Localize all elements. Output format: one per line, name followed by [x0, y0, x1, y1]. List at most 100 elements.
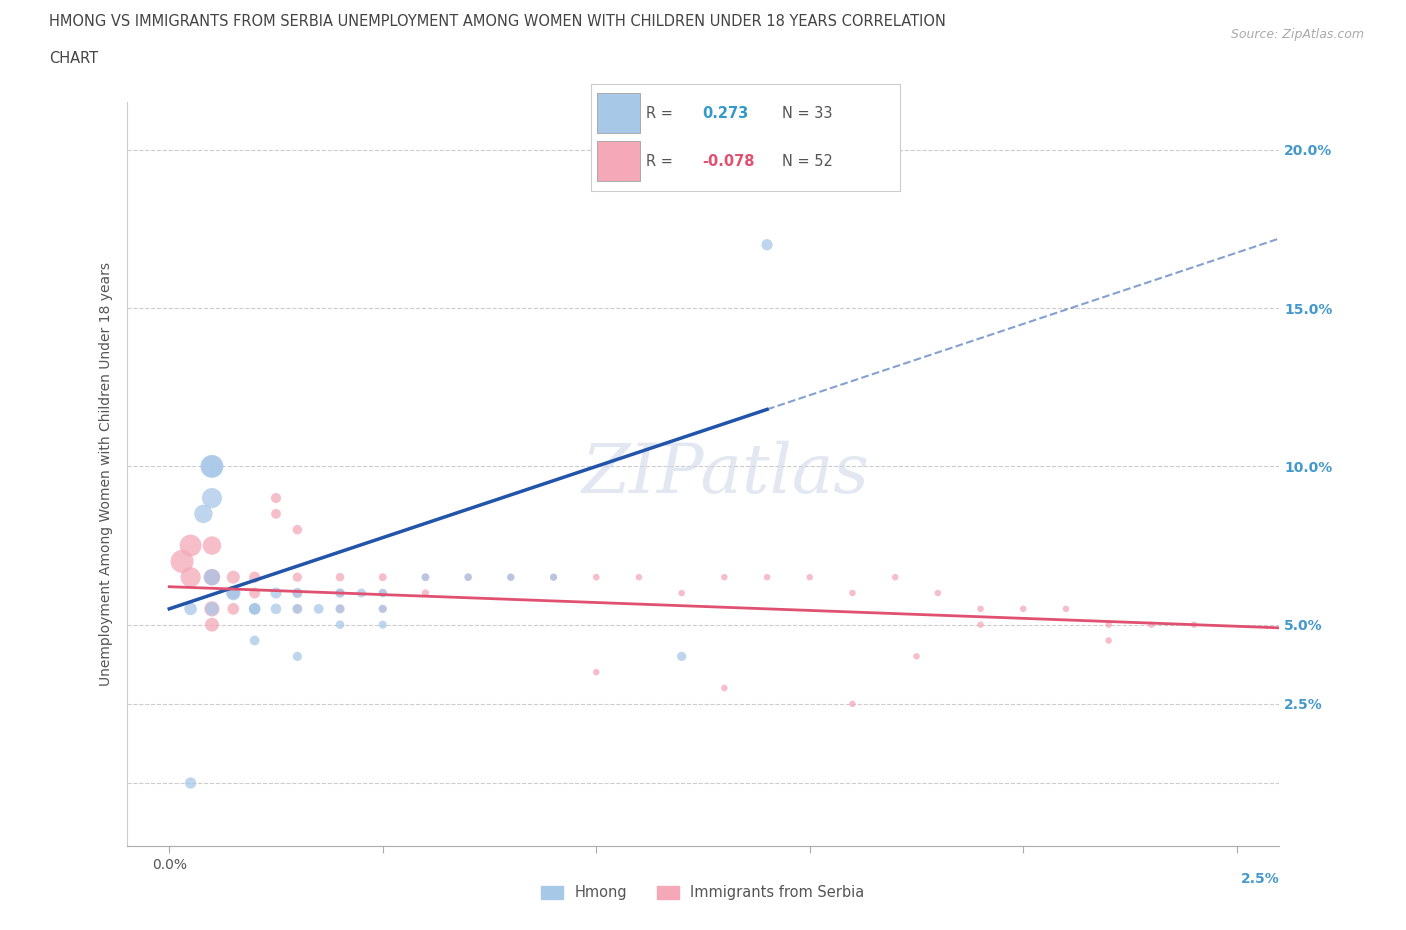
Point: [713, 570, 735, 585]
Point: [415, 570, 437, 585]
Point: [285, 523, 308, 538]
Point: [499, 570, 522, 585]
Point: [627, 570, 650, 585]
Point: [180, 776, 202, 790]
FancyBboxPatch shape: [596, 141, 640, 181]
Text: -0.078: -0.078: [702, 153, 755, 168]
Point: [201, 618, 224, 632]
Text: R =: R =: [647, 153, 678, 168]
Point: [371, 602, 394, 617]
Point: [180, 538, 202, 553]
Point: [905, 649, 928, 664]
Point: [243, 586, 266, 601]
Point: [201, 570, 224, 585]
Point: [243, 602, 266, 617]
Text: HMONG VS IMMIGRANTS FROM SERBIA UNEMPLOYMENT AMONG WOMEN WITH CHILDREN UNDER 18 : HMONG VS IMMIGRANTS FROM SERBIA UNEMPLOY…: [49, 14, 946, 29]
Point: [329, 618, 352, 632]
Point: [329, 602, 352, 617]
Point: [222, 602, 245, 617]
Point: [841, 697, 863, 711]
Text: ZIPatlas: ZIPatlas: [582, 441, 870, 508]
Point: [285, 602, 308, 617]
Point: [308, 602, 330, 617]
Point: [1140, 618, 1163, 632]
Point: [799, 570, 821, 585]
Text: R =: R =: [647, 106, 678, 121]
Point: [543, 570, 565, 585]
Point: [350, 586, 373, 601]
Point: [222, 586, 245, 601]
Point: [329, 586, 352, 601]
Point: [201, 538, 224, 553]
Point: [243, 602, 266, 617]
Point: [285, 602, 308, 617]
Text: N = 33: N = 33: [782, 106, 832, 121]
Point: [180, 602, 202, 617]
Point: [713, 681, 735, 696]
Text: Source: ZipAtlas.com: Source: ZipAtlas.com: [1230, 28, 1364, 41]
Point: [329, 602, 352, 617]
Point: [264, 507, 287, 522]
Point: [457, 570, 479, 585]
Point: [285, 586, 308, 601]
Point: [671, 586, 693, 601]
Point: [264, 586, 287, 601]
Point: [371, 602, 394, 617]
Point: [415, 586, 437, 601]
Point: [585, 665, 607, 680]
Point: [201, 602, 224, 617]
Point: [329, 586, 352, 601]
Point: [371, 586, 394, 601]
Point: [1012, 602, 1035, 617]
Point: [927, 586, 949, 601]
Y-axis label: Unemployment Among Women with Children Under 18 years: Unemployment Among Women with Children U…: [100, 262, 114, 686]
Point: [243, 633, 266, 648]
Text: CHART: CHART: [49, 51, 98, 66]
Point: [285, 649, 308, 664]
Point: [1098, 618, 1121, 632]
Point: [585, 570, 607, 585]
Point: [415, 570, 437, 585]
Legend: Hmong, Immigrants from Serbia: Hmong, Immigrants from Serbia: [536, 879, 870, 906]
Point: [371, 618, 394, 632]
Point: [756, 237, 779, 252]
Point: [1182, 618, 1205, 632]
Point: [371, 586, 394, 601]
Point: [180, 570, 202, 585]
Point: [285, 570, 308, 585]
Point: [222, 586, 245, 601]
Point: [969, 602, 991, 617]
Point: [329, 570, 352, 585]
Point: [457, 570, 479, 585]
Point: [285, 586, 308, 601]
Point: [243, 602, 266, 617]
Point: [243, 602, 266, 617]
Point: [969, 618, 991, 632]
Text: N = 52: N = 52: [782, 153, 834, 168]
Point: [201, 570, 224, 585]
Point: [543, 570, 565, 585]
Point: [884, 570, 907, 585]
Point: [201, 602, 224, 617]
Point: [193, 507, 215, 522]
Point: [841, 586, 863, 601]
FancyBboxPatch shape: [596, 93, 640, 133]
Text: 0.273: 0.273: [702, 106, 748, 121]
Point: [201, 458, 224, 473]
Point: [1098, 633, 1121, 648]
Point: [264, 491, 287, 506]
Point: [371, 570, 394, 585]
Point: [756, 570, 779, 585]
Point: [499, 570, 522, 585]
Text: 2.5%: 2.5%: [1240, 872, 1279, 886]
Point: [201, 570, 224, 585]
Point: [201, 491, 224, 506]
Point: [671, 649, 693, 664]
Point: [243, 570, 266, 585]
Point: [222, 570, 245, 585]
Point: [201, 458, 224, 473]
Point: [170, 554, 193, 569]
Point: [1054, 602, 1077, 617]
Point: [264, 602, 287, 617]
Point: [222, 586, 245, 601]
